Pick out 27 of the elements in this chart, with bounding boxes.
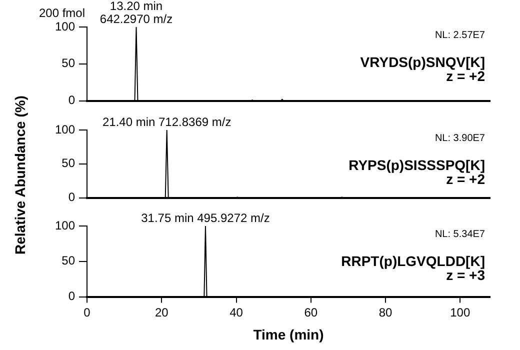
annotation: VRYDS(p)SNQV[K] [360,54,485,70]
x-tick-label: 80 [378,305,393,320]
y-tick-label: 0 [68,190,76,204]
annotation: NL: 3.90E7 [434,133,486,144]
y-tick-label: 50 [62,156,76,170]
annotation: RRPT(p)LGVQLDD[K] [341,253,485,269]
y-axis-title: Relative Abundance (%) [12,96,28,254]
x-tick-label: 100 [450,305,470,320]
x-tick-label: 20 [154,305,169,320]
x-axis-title: Time (min) [253,326,324,342]
y-tick-label: 100 [54,218,76,232]
annotation: 31.75 min 495.9272 m/z [141,211,270,225]
x-tick-label: 40 [230,305,244,320]
text: 200 fmol [38,6,85,20]
annotation: NL: 2.57E7 [434,30,486,41]
y-tick-label: 0 [68,93,76,108]
y-tick-label: 50 [62,56,76,70]
y-tick-label: 50 [62,254,76,268]
y-tick-label: 0 [68,289,76,304]
x-tick-label: 0 [84,305,91,320]
x-tick-label: 60 [304,305,318,320]
annotation: NL: 5.34E7 [434,229,486,240]
y-tick-label: 100 [54,122,76,136]
y-tick-label: 100 [54,19,76,34]
annotation: RYPS(p)SISSSPQ[K] [348,157,485,173]
annotation: 13.20 min 642.2970 m/z [100,0,173,26]
annotation: 21.40 min 712.8369 m/z [102,115,232,129]
